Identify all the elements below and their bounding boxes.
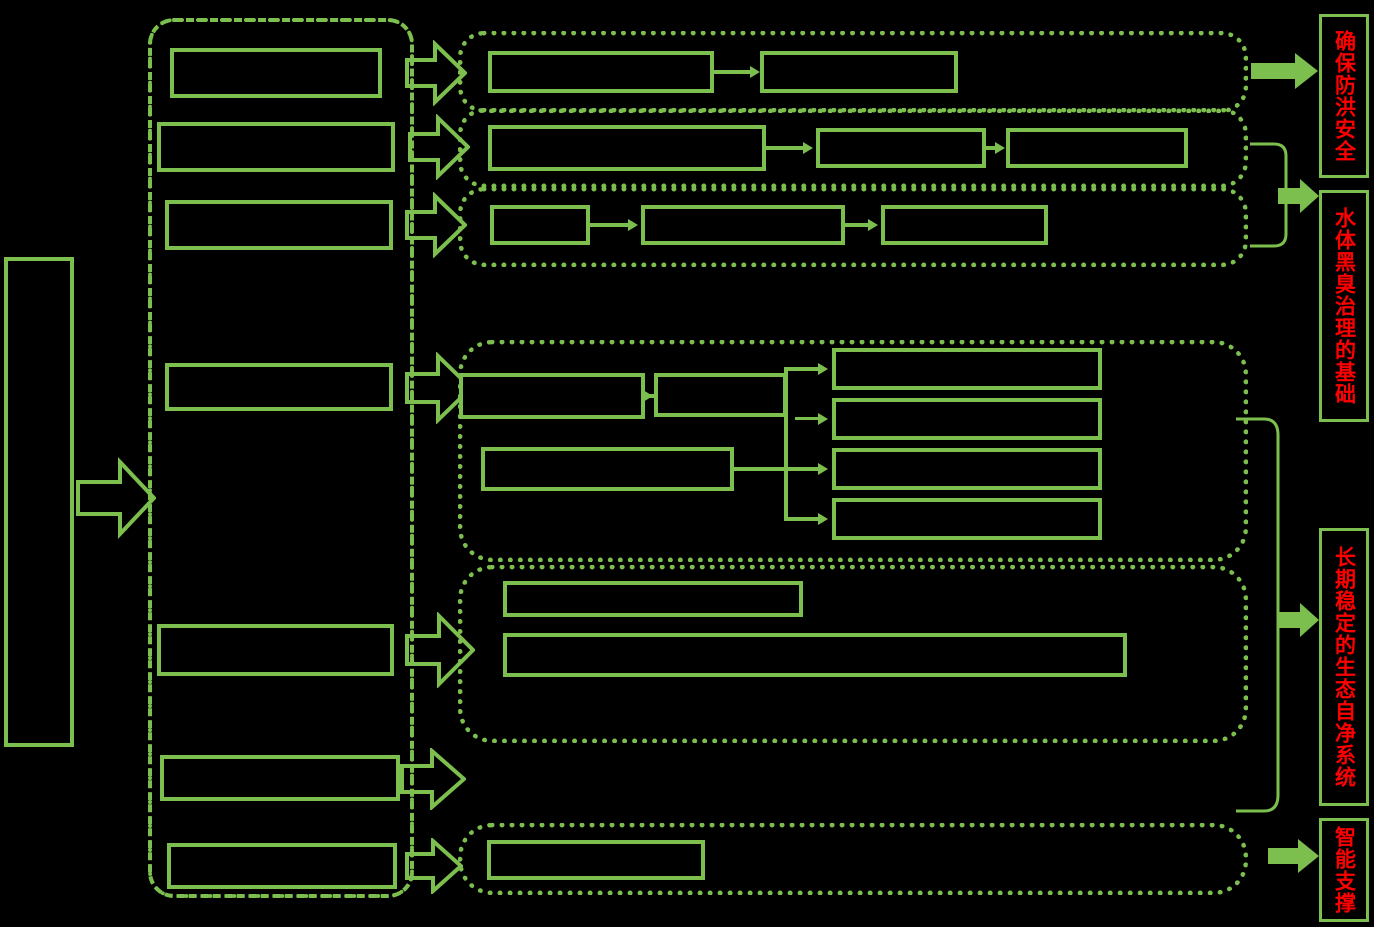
group-2-arrowhead-2: [995, 142, 1005, 154]
group-3-connector-1: [590, 223, 630, 227]
group-1-connector: [714, 70, 754, 74]
group-4-arrowhead-4: [818, 513, 828, 525]
group-4-arrowhead-2: [818, 413, 828, 425]
outcome-4-label: 智能支撑: [1332, 826, 1356, 914]
group-4-out-3: [832, 448, 1102, 490]
left-to-group-2-arrow: [408, 114, 470, 180]
left-item-6-arrow: [400, 748, 466, 810]
outcome-2-arrow: [1278, 178, 1320, 214]
group-4-rail-vertical: [784, 369, 788, 521]
group-6-node-1: [487, 840, 705, 880]
left-item-7: [167, 843, 397, 889]
group-2-node-2: [816, 128, 986, 168]
left-to-group-6-arrow: [405, 838, 463, 894]
left-item-5: [157, 624, 394, 676]
group-2-node-1: [488, 125, 766, 171]
group-2-container: [458, 108, 1248, 188]
outcome-box-2: 水体黑臭治理的基础: [1319, 190, 1369, 422]
group-2-arrowhead-1: [803, 142, 813, 154]
group-4-branch-3: [734, 467, 820, 471]
left-to-group-3-arrow: [405, 192, 467, 258]
left-item-6: [160, 755, 400, 801]
group-4-node-2: [654, 373, 787, 417]
group-4-container: [458, 340, 1248, 562]
left-to-group-1-arrow: [405, 40, 467, 106]
group-3-arrowhead-1: [628, 219, 638, 231]
group-2-node-3: [1006, 128, 1188, 168]
source-to-column-arrow: [76, 456, 156, 540]
group-5-node-1: [503, 581, 803, 617]
group-5-node-2: [503, 633, 1127, 677]
left-column-container-overlay: [148, 18, 414, 898]
outcome-2-label: 水体黑臭治理的基础: [1332, 207, 1356, 405]
group-4-branch-1: [784, 367, 820, 371]
group-4-arrowhead-a: [643, 390, 653, 402]
group-6-container: [458, 823, 1248, 895]
outcome-1-arrow: [1251, 52, 1319, 90]
outcome-box-1: 确保防洪安全: [1319, 14, 1369, 178]
group-4-branch-4: [784, 517, 820, 521]
group-1-node-2: [760, 51, 958, 93]
group-3-arrowhead-2: [868, 219, 878, 231]
outcome-4-arrow: [1268, 838, 1320, 874]
left-item-4: [165, 363, 393, 411]
group-5-container: [458, 565, 1248, 743]
group-4-arrowhead-3: [818, 463, 828, 475]
group-4-branch-2: [795, 417, 819, 420]
outcome-1-label: 确保防洪安全: [1332, 30, 1356, 162]
group-4-arrowhead-1: [818, 363, 828, 375]
group-3-node-1: [490, 205, 590, 245]
group-1-arrowhead: [750, 66, 760, 78]
left-item-1: [170, 48, 382, 98]
group-3-connector-2: [845, 223, 869, 227]
outcome-3-arrow: [1278, 602, 1320, 638]
group-3-node-2: [641, 205, 845, 245]
left-item-3: [165, 200, 393, 250]
outcome-3-label: 长期稳定的生态自净系统: [1332, 546, 1356, 788]
group-2-connector-2: [986, 146, 998, 150]
group-4-out-1: [832, 348, 1102, 390]
left-to-group-4-arrow: [405, 352, 473, 424]
group-4-out-2: [832, 398, 1102, 440]
group-4-out-4: [832, 498, 1102, 540]
group-3-container: [458, 187, 1248, 267]
outcome-box-4: 智能支撑: [1319, 818, 1369, 922]
group-4-node-3: [481, 447, 734, 491]
group-1-node-1: [488, 51, 714, 93]
group-3-node-3: [881, 205, 1048, 245]
left-item-2: [157, 122, 395, 172]
group-2-connector-1: [766, 146, 804, 150]
outcome-box-3: 长期稳定的生态自净系统: [1319, 528, 1369, 806]
source-box: [4, 257, 74, 747]
left-to-group-5-arrow: [405, 612, 475, 688]
group-4-node-1: [459, 373, 645, 419]
